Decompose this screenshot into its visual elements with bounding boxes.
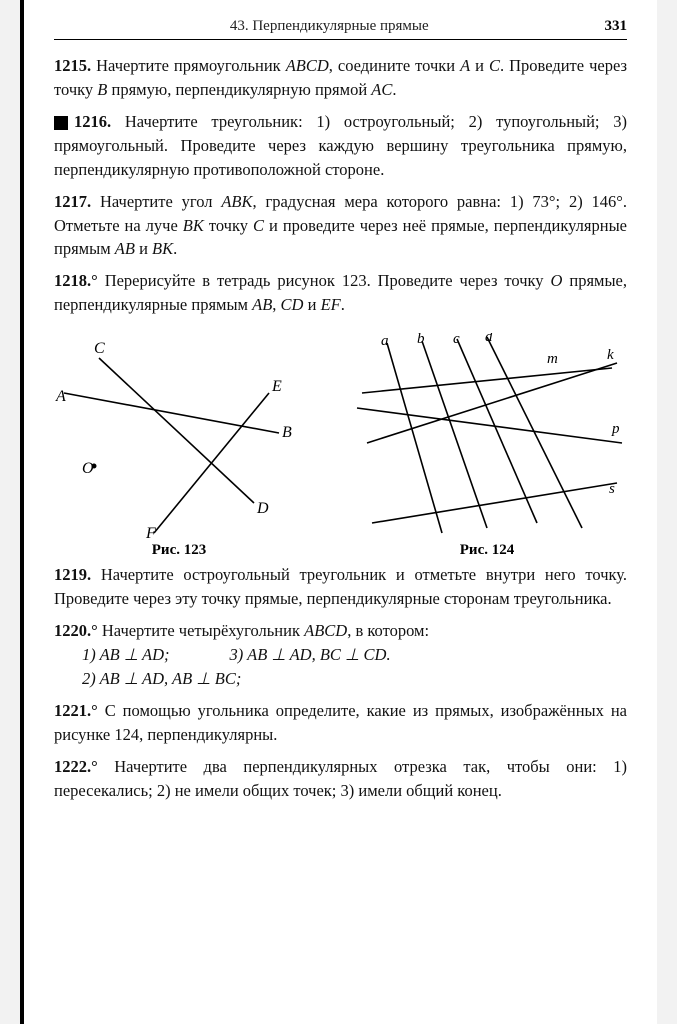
problem-1216: 1216. Начертите треугольник: 1) остроуго… [54,110,627,182]
problem-1221: 1221.° С помощью угольника определите, к… [54,699,627,747]
label-a: a [381,333,389,349]
label-B: B [282,424,292,441]
problem-text: Начертите прямоугольник ABCD, соедините … [54,56,627,99]
item-3: 3) AB ⊥ AD, BC ⊥ CD. [230,643,391,667]
problem-text: Перерисуйте в тетрадь рисунок 123. Прове… [54,271,627,314]
section-title: 43. Перпендикулярные прямые [54,18,605,35]
label-s: s [609,481,615,497]
item-2: 2) AB ⊥ AD, AB ⊥ BC; [82,669,241,688]
figure-123-svg: A B C D E F O [54,333,304,538]
problem-1215: 1215. Начертите прямоугольник ABCD, соед… [54,54,627,102]
problem-1222: 1222.° Начертите два перпендикулярных от… [54,755,627,803]
problem-text: Начертите угол ABK, градусная мера котор… [54,192,627,259]
problem-text: С помощью угольника определите, какие из… [54,701,627,744]
problem-1217: 1217. Начертите угол ABK, градусная мера… [54,190,627,262]
textbook-page: 43. Перпендикулярные прямые 331 1215. На… [20,0,657,1024]
label-F: F [145,525,156,538]
label-C: C [94,340,105,357]
problem-1219: 1219. Начертите остроугольный треугольни… [54,563,627,611]
problem-number: 1219. [54,565,91,584]
problem-number: 1218.° [54,271,98,290]
problem-number: 1220.° [54,621,98,640]
problem-1218: 1218.° Перерисуйте в тетрадь рисунок 123… [54,269,627,317]
problem-text: Начертите треугольник: 1) остроугольный;… [54,112,627,179]
item-1: 1) AB ⊥ AD; [82,643,170,667]
point-O [92,464,97,469]
problem-number: 1221.° [54,701,98,720]
problem-1220: 1220.° Начертите четырёхугольник ABCD, в… [54,619,627,691]
figure-caption: Рис. 123 [54,542,304,559]
problem-number: 1217. [54,192,91,211]
problem-number: 1216. [74,112,111,131]
figure-caption: Рис. 124 [347,542,627,559]
label-E: E [271,378,282,395]
label-D: D [256,500,269,517]
label-O: O [82,460,94,477]
figure-123: A B C D E F O Рис. 123 [54,333,304,559]
label-A: A [55,388,66,405]
problem-number: 1222.° [54,757,98,776]
problem-1220-items: 1) AB ⊥ AD; 3) AB ⊥ AD, BC ⊥ CD. 2) AB ⊥… [82,643,627,691]
page-number: 331 [605,18,628,35]
figure-124-svg: a b c d m k p s [347,333,627,538]
problem-text: Начертите остроугольный треугольник и от… [54,565,627,608]
problem-number: 1215. [54,56,91,75]
figures-row: A B C D E F O Рис. 123 [54,333,627,559]
figure-124: a b c d m k p s Рис. 124 [347,333,627,559]
label-k: k [607,347,614,363]
marker-icon [54,116,68,130]
label-m: m [547,351,558,367]
label-p: p [611,421,620,437]
problem-text: Начертите четырёхугольник ABCD, в которо… [102,621,429,640]
label-b: b [417,333,425,347]
label-d: d [485,333,493,345]
label-c: c [453,333,460,347]
page-header: 43. Перпендикулярные прямые 331 [54,18,627,40]
problem-text: Начертите два перпендикулярных отрезка т… [54,757,627,800]
